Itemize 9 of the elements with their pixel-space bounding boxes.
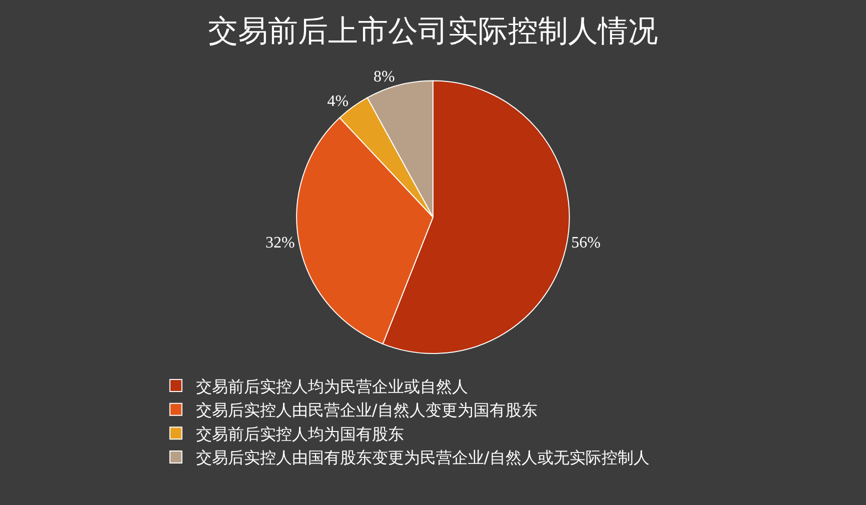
data-label: 56% [571,234,601,252]
data-label: 32% [265,234,295,252]
legend-label: 交易后实控人由民营企业/自然人变更为国有股东 [196,400,538,420]
legend-label: 交易前后实控人均为民营企业或自然人 [196,376,468,396]
data-label: 4% [327,92,349,110]
data-label: 8% [374,68,395,86]
legend-label: 交易前后实控人均为国有股东 [196,424,404,444]
legend-label: 交易后实控人由国有股东变更为民营企业/自然人或无实际控制人 [196,448,650,468]
chart-title: 交易前后上市公司实际控制人情况 [208,14,658,50]
